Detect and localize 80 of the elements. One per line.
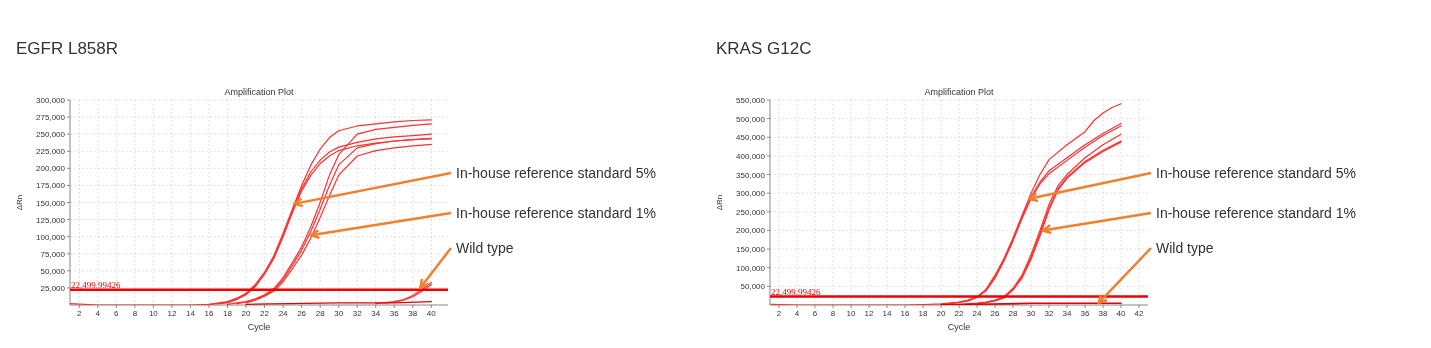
x-tick-label: 36 [389,309,400,318]
chart-title: EGFR L858R [16,39,119,58]
x-tick-label: 10 [846,309,856,318]
y-axis-title: ΔRn [715,194,724,211]
x-tick-label: 2 [77,309,83,318]
y-tick-label: 150,000 [36,198,66,208]
x-tick-label: 32 [352,309,363,318]
y-tick-label: 275,000 [36,113,66,123]
x-axis-title: Cycle [947,322,971,332]
x-tick-label: 34 [1062,309,1072,318]
x-tick-label: 16 [900,309,910,318]
x-tick-label: 40 [426,309,437,318]
ref-line-label: 22,499.99426 [771,286,821,297]
y-tick-label: 50,000 [740,282,766,292]
x-tick-label: 24 [278,309,289,318]
chart-subtitle: Amplification Plot [224,87,295,97]
x-tick-label: 18 [918,309,928,318]
chart-subtitle: Amplification Plot [924,87,995,97]
annotation: In-house reference standard 5% [1156,165,1357,181]
x-tick-label: 2 [776,309,782,318]
y-tick-label: 250,000 [36,130,66,140]
x-tick-label: 8 [830,309,836,318]
x-tick-label: 12 [167,309,177,318]
x-tick-label: 8 [132,309,138,318]
y-tick-label: 175,000 [36,181,66,191]
annotation: In-house reference standard 1% [1156,205,1357,221]
x-tick-label: 36 [1080,309,1090,318]
x-tick-label: 6 [812,309,818,318]
x-tick-label: 10 [148,309,159,318]
y-tick-label: 125,000 [36,215,66,225]
x-tick-label: 42 [1134,309,1144,318]
x-tick-label: 24 [972,309,982,318]
x-tick-label: 16 [204,309,214,318]
x-tick-label: 14 [185,309,196,318]
annotation: Wild type [456,240,514,256]
x-tick-label: 28 [1008,309,1018,318]
annotation: In-house reference standard 5% [456,165,657,181]
y-tick-label: 300,000 [36,96,66,105]
x-tick-label: 26 [990,309,1000,318]
y-tick-label: 25,000 [40,283,66,293]
x-tick-label: 28 [315,309,326,318]
x-tick-label: 30 [334,309,344,318]
y-tick-label: 50,000 [40,266,66,276]
x-tick-label: 30 [1026,309,1036,318]
y-tick-label: 450,000 [736,133,766,143]
annotation: Wild type [1156,240,1214,256]
y-tick-label: 200,000 [36,164,66,174]
y-tick-label: 500,000 [736,114,766,124]
x-tick-label: 40 [1116,309,1126,318]
y-tick-label: 100,000 [736,263,766,273]
y-tick-label: 150,000 [736,245,766,255]
x-tick-label: 34 [371,309,381,318]
x-tick-label: 12 [864,309,874,318]
x-tick-label: 6 [114,309,120,318]
y-tick-label: 250,000 [736,207,766,217]
y-tick-label: 75,000 [40,249,66,259]
y-tick-label: 200,000 [736,226,766,236]
y-axis-title: ΔRn [15,194,24,211]
x-tick-label: 26 [297,309,307,318]
x-tick-label: 18 [223,309,233,318]
x-tick-label: 4 [794,309,800,318]
x-axis-title: Cycle [247,322,271,332]
y-tick-label: 550,000 [736,96,766,105]
annotation: In-house reference standard 1% [456,205,657,221]
x-tick-label: 32 [1044,309,1054,318]
x-tick-label: 38 [408,309,418,318]
x-tick-label: 4 [95,309,101,318]
y-tick-label: 400,000 [736,151,766,161]
x-tick-label: 22 [260,309,270,318]
x-tick-label: 38 [1098,309,1108,318]
y-tick-label: 225,000 [36,147,66,157]
y-tick-label: 350,000 [736,170,766,180]
x-tick-label: 22 [954,309,964,318]
y-tick-label: 100,000 [36,232,66,242]
x-tick-label: 14 [882,309,892,318]
ref-line-label: 22,499.99426 [71,279,121,290]
x-tick-label: 20 [241,309,252,318]
y-tick-label: 300,000 [736,189,766,199]
chart-title: KRAS G12C [716,39,812,58]
x-tick-label: 20 [936,309,946,318]
